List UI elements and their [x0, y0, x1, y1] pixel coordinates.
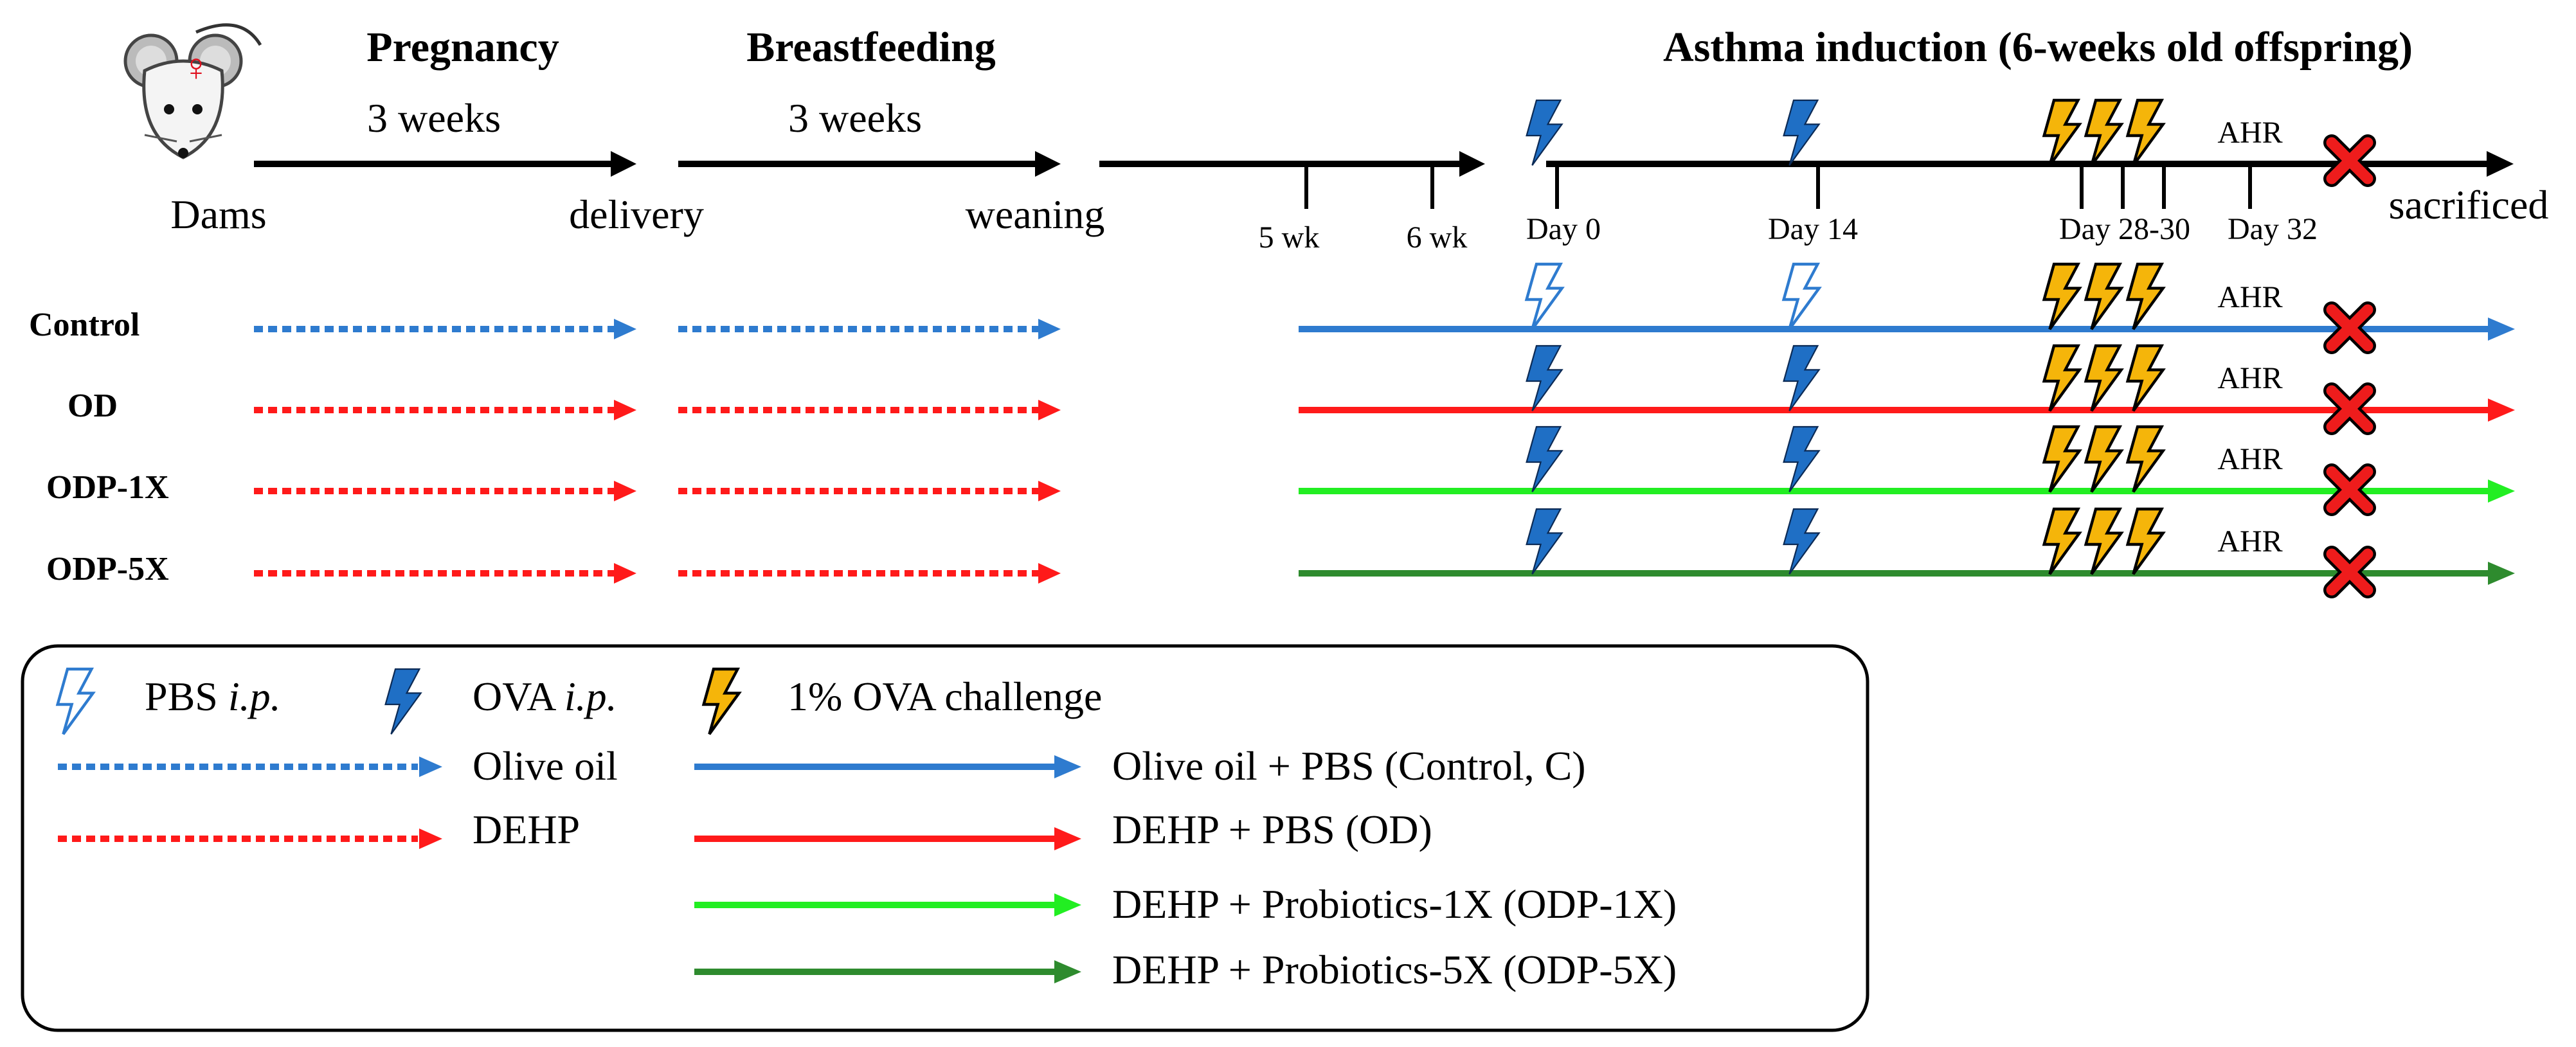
legend-ova-ip: OVA i.p.	[473, 674, 617, 719]
delivery-label: delivery	[569, 192, 704, 237]
tick-day28-30: Day 28-30	[2059, 212, 2190, 246]
legend-od-line	[694, 827, 1081, 850]
tick-6wk: 6 wk	[1407, 220, 1468, 255]
dams-label: Dams	[170, 192, 266, 237]
challenge-bolt-icon	[2044, 509, 2080, 574]
group-row-odp-1x: ODP-1X AHR	[46, 427, 2515, 508]
pregnancy-duration: 3 weeks	[367, 95, 501, 141]
ova-ip-bolt-icon	[1783, 99, 1820, 166]
challenge-bolt-icon	[2128, 264, 2163, 329]
ahr-label: AHR	[2217, 442, 2282, 476]
legend-odp-1x-line	[694, 893, 1081, 917]
challenge-bolt-icon	[2128, 100, 2163, 165]
breastfeeding-title: Breastfeeding	[746, 24, 995, 71]
challenge-bolt-icon	[2086, 509, 2121, 574]
asthma-timeline-arrow	[1546, 151, 2514, 209]
tick-day0: Day 0	[1526, 212, 1601, 246]
asthma-induction-title: Asthma induction (6-weeks old offspring)	[1663, 24, 2413, 71]
growth-arrow	[1099, 151, 1485, 209]
ova-ip-bolt-icon	[1526, 425, 1563, 493]
group-label: OD	[68, 388, 118, 424]
tick-day14: Day 14	[1768, 212, 1858, 246]
legend-olive-oil-line	[58, 756, 442, 777]
weaning-label: weaning	[966, 192, 1105, 237]
sacrificed-label: sacrificed	[2389, 182, 2549, 228]
legend-odp-5x: DEHP + Probiotics-5X (ODP-5X)	[1112, 947, 1677, 992]
ahr-label: AHR	[2217, 280, 2282, 314]
ahr-label: AHR	[2217, 361, 2282, 395]
ahr-label: AHR	[2217, 524, 2282, 559]
ova-ip-bolt-icon	[1783, 345, 1820, 412]
legend-dehp: DEHP	[473, 807, 580, 852]
tick-day32: Day 32	[2228, 212, 2318, 246]
pbs-ip-bolt-icon	[1784, 264, 1819, 329]
ova-ip-bolt-icon	[1526, 99, 1563, 166]
challenge-bolt-icon	[2044, 264, 2080, 329]
legend-control-line	[694, 755, 1081, 778]
challenge-bolt-icon	[2086, 264, 2121, 329]
legend-odp-1x: DEHP + Probiotics-1X (ODP-1X)	[1112, 881, 1677, 927]
group-label: Control	[29, 307, 140, 343]
legend-od: DEHP + PBS (OD)	[1112, 807, 1432, 852]
challenge-bolt-icon	[2086, 100, 2121, 165]
group-row-odp-5x: ODP-5X AHR	[46, 509, 2515, 590]
breastfeeding-duration: 3 weeks	[788, 95, 922, 141]
group-row-od: OD AHR	[68, 346, 2515, 427]
challenge-bolt-icon	[2128, 509, 2163, 574]
pregnancy-title: Pregnancy	[366, 24, 559, 71]
legend-dehp-line	[58, 828, 442, 849]
legend-box: PBS i.p. OVA i.p. 1% OVA challenge Olive…	[21, 644, 1869, 1032]
pbs-ip-bolt-icon	[1527, 264, 1562, 329]
female-symbol: ♀	[182, 46, 211, 89]
ova-ip-bolt-icon	[1783, 425, 1820, 493]
challenge-bolt-icon	[2044, 100, 2080, 165]
legend-olive-oil: Olive oil	[473, 743, 618, 789]
challenge-bolt-icon	[2128, 346, 2163, 411]
challenge-bolt-icon	[2128, 427, 2163, 492]
ahr-label-top: AHR	[2217, 116, 2282, 150]
breastfeeding-arrow	[678, 151, 1061, 177]
group-label: ODP-5X	[46, 551, 169, 587]
ova-ip-bolt-icon	[1783, 508, 1820, 575]
ova-ip-bolt-icon	[1526, 345, 1563, 412]
pregnancy-arrow	[254, 151, 636, 177]
legend-challenge: 1% OVA challenge	[788, 674, 1102, 719]
mouse-icon	[123, 23, 262, 159]
group-row-control: Control AHR	[29, 264, 2515, 346]
ova-ip-bolt-icon	[1526, 508, 1563, 575]
challenge-bolt-icon	[2086, 346, 2121, 411]
legend-odp-5x-line	[694, 960, 1081, 983]
group-label: ODP-1X	[46, 469, 169, 506]
legend-pbs-ip: PBS i.p.	[145, 674, 281, 719]
tick-5wk: 5 wk	[1259, 220, 1320, 255]
challenge-bolt-icon	[2044, 427, 2080, 492]
challenge-bolt-icon	[2086, 427, 2121, 492]
challenge-bolt-icon	[2044, 346, 2080, 411]
legend-control: Olive oil + PBS (Control, C)	[1112, 743, 1586, 789]
